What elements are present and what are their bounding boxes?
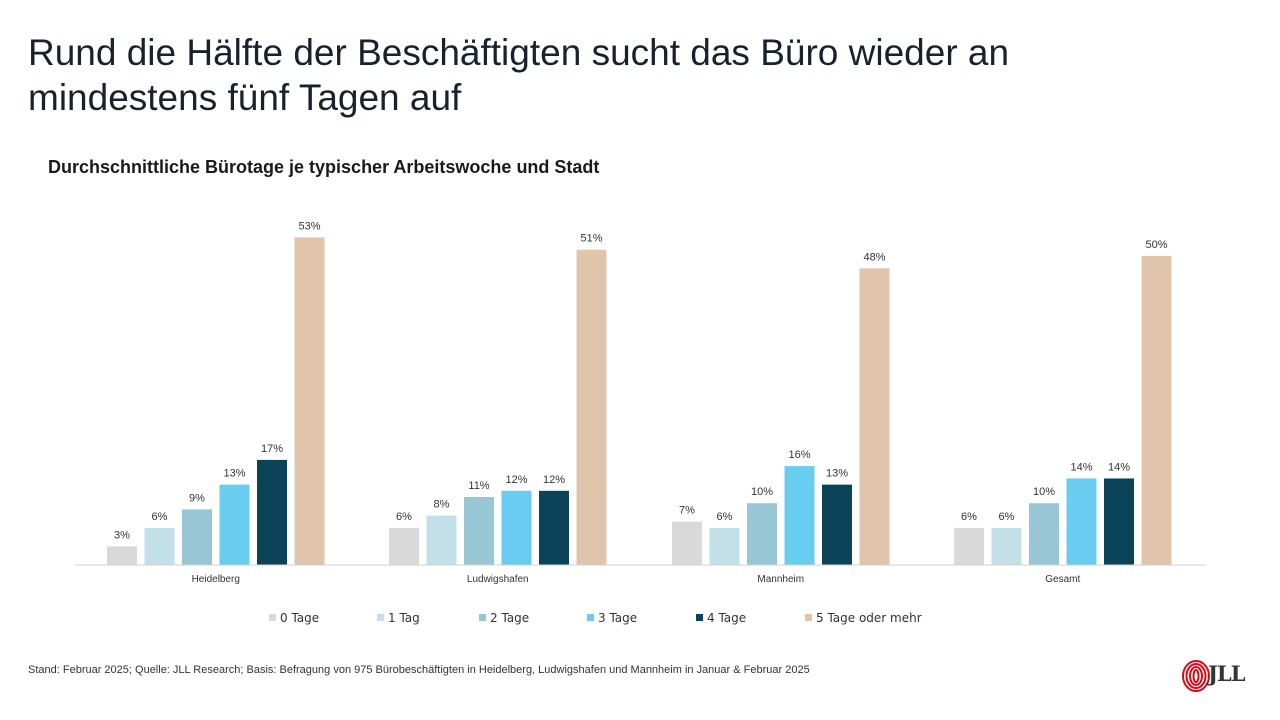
value-label: 48% (863, 251, 885, 263)
value-label: 7% (679, 505, 695, 517)
bar-mannheim-1 (709, 527, 740, 565)
value-label: 16% (788, 449, 810, 461)
legend-label: 4 Tage (707, 611, 746, 625)
value-label: 10% (1033, 486, 1055, 498)
value-label: 51% (580, 233, 602, 245)
value-label: 6% (396, 511, 412, 523)
jll-spiral-logo-icon (1182, 660, 1210, 692)
value-label: 50% (1145, 239, 1167, 251)
logo-text: JLL (1208, 661, 1245, 686)
value-label: 14% (1108, 461, 1130, 473)
value-label: 12% (543, 474, 565, 486)
category-label: Heidelberg (192, 574, 240, 585)
value-label: 13% (223, 468, 245, 480)
bar-ludwigshafen-0 (389, 527, 419, 565)
bar-ludwigshafen-2 (464, 497, 494, 565)
bar-gesamt-4 (1104, 478, 1134, 565)
bar-ludwigshafen-1 (426, 515, 457, 565)
legend-label: 3 Tage (598, 611, 637, 625)
bar-gesamt-1 (991, 527, 1022, 565)
legend-swatch (805, 614, 812, 621)
value-label: 3% (114, 529, 130, 541)
bar-ludwigshafen-4 (539, 490, 569, 565)
value-label: 9% (189, 492, 205, 504)
legend-label: 1 Tag (388, 611, 420, 625)
legend-label: 0 Tage (280, 611, 319, 625)
value-label: 13% (826, 468, 848, 480)
legend-label: 5 Tage oder mehr (816, 611, 922, 625)
value-label: 6% (152, 511, 168, 523)
value-label: 53% (298, 220, 320, 232)
value-label: 6% (717, 511, 733, 523)
bar-gesamt-5 (1141, 255, 1172, 565)
value-label: 10% (751, 486, 773, 498)
bar-chart: 3% 6% 9% 13% 17% 53% 6% 8% 11% 12% 12% 51% 7% 6% 10% 16… (75, 220, 1206, 625)
bar-mannheim-3 (784, 466, 815, 565)
bar-mannheim-5 (859, 268, 890, 565)
legend-swatch (269, 614, 276, 621)
bar-ludwigshafen-3 (501, 490, 532, 565)
value-label: 17% (261, 443, 283, 455)
legend: 0 Tage 1 Tag 2 Tage 3 Tage 4 Tage 5 Tage oder… (269, 611, 922, 625)
value-label: 8% (434, 499, 450, 511)
bar-gesamt-2 (1029, 503, 1059, 565)
bars-group (107, 237, 1172, 565)
value-label: 11% (468, 480, 489, 492)
bar-heidelberg-3 (219, 484, 250, 565)
bar-mannheim-4 (822, 484, 852, 565)
value-label: 14% (1070, 461, 1092, 473)
legend-swatch (377, 614, 384, 621)
category-label: Mannheim (757, 574, 804, 585)
category-label: Gesamt (1045, 574, 1080, 585)
bar-mannheim-0 (672, 521, 702, 565)
legend-swatch (587, 614, 594, 621)
legend-swatch (479, 614, 486, 621)
source-footnote: Stand: Februar 2025; Quelle: JLL Researc… (28, 664, 810, 676)
bar-gesamt-3 (1066, 478, 1097, 565)
bar-heidelberg-1 (144, 527, 175, 565)
value-labels-group: 3% 6% 9% 13% 17% 53% 6% 8% 11% 12% 12% 51% 7% 6% 10% 16… (114, 220, 1168, 541)
category-labels-group: Heidelberg Ludwigshafen Mannheim Gesamt (192, 574, 1081, 585)
value-label: 6% (999, 511, 1015, 523)
bar-heidelberg-5 (294, 237, 325, 565)
bar-heidelberg-2 (182, 509, 212, 565)
value-label: 6% (961, 511, 977, 523)
page-title: Rund die Hälfte der Beschäftigten sucht … (28, 32, 1010, 118)
bar-heidelberg-4 (257, 459, 287, 565)
category-label: Ludwigshafen (467, 574, 529, 585)
chart-title: Durchschnittliche Bürotage je typischer … (48, 157, 600, 177)
bar-mannheim-2 (747, 503, 777, 565)
legend-label: 2 Tage (490, 611, 529, 625)
bar-heidelberg-0 (107, 546, 137, 565)
value-label: 12% (505, 474, 527, 486)
bar-ludwigshafen-5 (576, 249, 607, 565)
legend-swatch (696, 614, 703, 621)
bar-gesamt-0 (954, 527, 984, 565)
